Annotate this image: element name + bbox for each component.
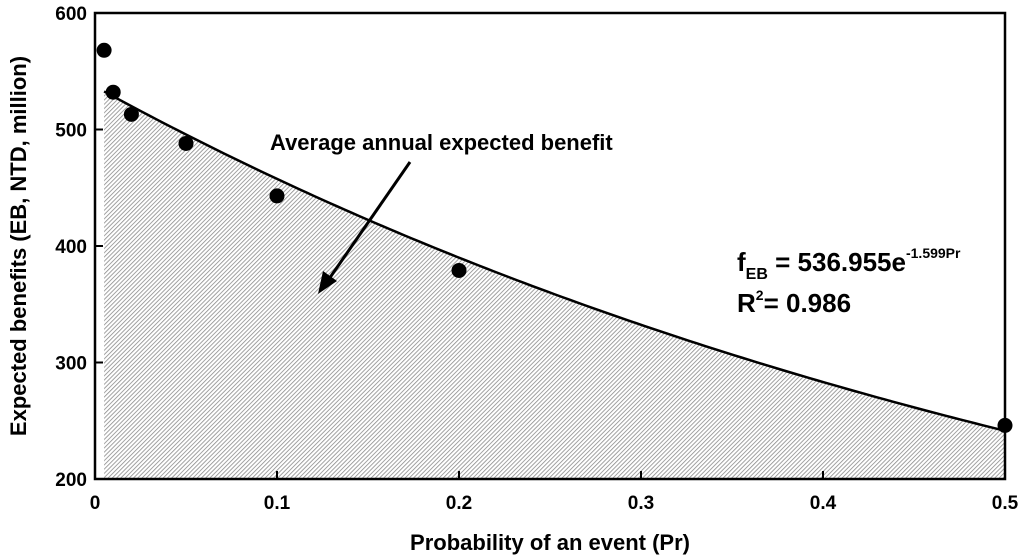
equation-f: f	[737, 247, 746, 277]
x-tick-label: 0.1	[264, 493, 291, 514]
data-point	[178, 135, 194, 151]
r-squared-sup: 2	[756, 287, 764, 303]
data-point	[96, 42, 112, 58]
x-tick-label: 0.4	[810, 493, 837, 514]
x-tick-label: 0.5	[992, 493, 1019, 514]
y-tick-label: 500	[55, 121, 87, 142]
y-tick-label: 400	[55, 237, 87, 258]
y-tick-label: 200	[55, 470, 87, 491]
data-point	[105, 84, 121, 100]
x-tick-label: 0	[90, 493, 101, 514]
r-squared: R2= 0.986	[737, 287, 851, 318]
x-tick-label: 0.2	[446, 493, 472, 514]
y-tick-label: 300	[55, 354, 87, 375]
data-point	[451, 262, 467, 278]
data-point	[997, 417, 1013, 433]
data-point	[123, 106, 139, 122]
y-axis-ticks: 200 300 400 500 600	[55, 4, 103, 491]
equation-main: = 536.955e	[768, 247, 906, 277]
area-annotation-label: Average annual expected benefit	[270, 130, 613, 155]
data-point	[269, 188, 285, 204]
x-axis-ticks: 0 0.1 0.2 0.3 0.4 0.5	[90, 471, 1019, 514]
y-tick-label: 600	[55, 4, 87, 25]
annotation-arrow-head	[318, 271, 337, 294]
fit-equation: fEB = 536.955e-1.599Pr	[737, 245, 961, 283]
fitted-curve	[103, 90, 1006, 432]
y-axis-title: Expected benefits (EB, NTD, million)	[6, 56, 31, 436]
data-points	[96, 42, 1013, 433]
r-squared-r: R	[737, 288, 756, 318]
x-tick-label: 0.3	[628, 493, 654, 514]
x-axis-title: Probability of an event (Pr)	[410, 530, 690, 555]
equation-exponent: -1.599Pr	[906, 245, 961, 261]
annotation-arrow-shaft	[327, 161, 412, 280]
equation-subscript: EB	[746, 266, 768, 283]
area-under-curve	[104, 91, 1006, 480]
r-squared-value: = 0.986	[764, 288, 851, 318]
